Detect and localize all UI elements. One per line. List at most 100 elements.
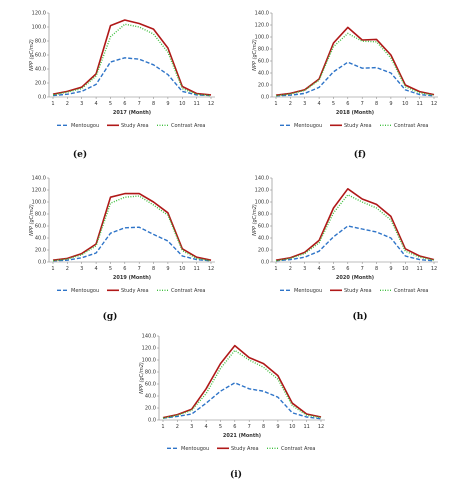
x-tick-label: 1 [161, 424, 164, 430]
x-tick-label: 2 [289, 266, 292, 272]
x-tick-label: 7 [361, 266, 364, 272]
y-tick-label: 140.0 [142, 334, 156, 340]
x-tick-label: 1 [51, 101, 54, 107]
x-tick-label: 10 [289, 424, 295, 430]
y-tick-label: 20.0 [145, 406, 156, 412]
legend-label: Mentougou [294, 123, 322, 129]
chart-panel-g: 0.0 20.0 40.0 60.0 80.0 100.0 120.0 140.0 1 2 3 4 5 6… [25, 170, 225, 320]
legend-label: Contrast Area [281, 446, 315, 452]
x-tick-label: 7 [248, 424, 251, 430]
y-tick-label: 100.0 [142, 358, 156, 364]
x-tick-label: 10 [179, 101, 185, 107]
x-axis-label: 2019 (Month) [113, 275, 151, 281]
panel-caption-e: (e) [72, 150, 88, 160]
y-tick-label: 40.0 [145, 394, 156, 400]
legend-label: Mentougou [181, 446, 209, 452]
x-tick-label: 4 [317, 266, 320, 272]
y-tick-label: 40.0 [258, 71, 269, 77]
x-tick-label: 4 [94, 266, 97, 272]
x-tick-label: 9 [166, 266, 169, 272]
y-tick-label: 0.0 [38, 260, 46, 266]
y-tick-label: 120.0 [255, 188, 269, 194]
x-tick-label: 5 [332, 266, 335, 272]
x-tick-label: 6 [123, 101, 126, 107]
legend-label: Contrast Area [394, 123, 428, 129]
chart-panel-h: 0.0 20.0 40.0 60.0 80.0 100.0 120.0 140.0 1 2 3 4 5 6… [248, 170, 448, 320]
legend-label: Study Area [121, 123, 149, 129]
x-tick-label: 11 [416, 266, 422, 272]
x-tick-label: 8 [375, 101, 378, 107]
x-tick-label: 8 [152, 266, 155, 272]
legend-label: Study Area [344, 288, 372, 294]
chart-panel-e: 0.0 20.0 40.0 60.0 80.0 100.0 120.0 1 2 3 4 5 6 7 8 9 10… [25, 5, 225, 155]
x-tick-label: 9 [389, 266, 392, 272]
y-tick-label: 60.0 [258, 224, 269, 230]
x-tick-label: 3 [190, 424, 193, 430]
panel-caption-g: (g) [102, 312, 118, 322]
x-tick-label: 5 [109, 266, 112, 272]
x-tick-label: 6 [346, 266, 349, 272]
x-tick-label: 12 [431, 101, 437, 107]
series-line-mentougou [162, 382, 322, 420]
y-tick-label: 140.0 [255, 176, 269, 182]
x-tick-label: 3 [303, 266, 306, 272]
x-tick-label: 4 [94, 101, 97, 107]
legend-label: Mentougou [71, 288, 99, 294]
legend-label: Study Area [344, 123, 372, 129]
legend-label: Study Area [121, 288, 149, 294]
series-line-mentougou [275, 225, 435, 262]
y-tick-label: 0.0 [261, 260, 269, 266]
series-line-mentougou [275, 61, 435, 97]
legend-label: Contrast Area [394, 288, 428, 294]
y-tick-label: 60.0 [35, 53, 46, 59]
x-tick-label: 8 [262, 424, 265, 430]
x-tick-label: 7 [361, 101, 364, 107]
x-tick-label: 9 [276, 424, 279, 430]
y-tick-label: 20.0 [258, 248, 269, 254]
y-axis-label: NPP (gC/m2) [252, 204, 258, 236]
x-tick-label: 3 [303, 101, 306, 107]
y-tick-label: 40.0 [35, 236, 46, 242]
x-axis-label: 2021 (Month) [223, 433, 261, 439]
series-line-contrast-area [162, 349, 322, 419]
x-tick-label: 5 [109, 101, 112, 107]
series-line-contrast-area [275, 32, 435, 97]
x-tick-label: 4 [204, 424, 207, 430]
series-line-study-area [275, 26, 435, 96]
y-tick-label: 140.0 [32, 176, 46, 182]
y-tick-label: 60.0 [258, 59, 269, 65]
chart-panel-f: 0.0 20.0 40.0 60.0 80.0 100.0 120.0 140.0 1 2 3 4 5 6… [248, 5, 448, 155]
x-tick-label: 5 [219, 424, 222, 430]
y-tick-label: 100.0 [32, 200, 46, 206]
x-tick-label: 2 [66, 101, 69, 107]
y-tick-label: 120.0 [255, 23, 269, 29]
x-tick-label: 7 [138, 266, 141, 272]
y-tick-label: 0.0 [261, 95, 269, 101]
y-tick-label: 60.0 [35, 224, 46, 230]
y-axis-label: NPP (gC/m2) [139, 362, 145, 394]
series-line-contrast-area [52, 23, 212, 97]
y-tick-label: 60.0 [145, 382, 156, 388]
series-line-study-area [275, 187, 435, 261]
y-tick-label: 120.0 [32, 188, 46, 194]
panel-caption-h: (h) [352, 312, 368, 322]
panel-caption-i: (i) [230, 470, 242, 480]
y-tick-label: 80.0 [35, 39, 46, 45]
y-tick-label: 120.0 [32, 11, 46, 17]
x-tick-label: 12 [208, 266, 214, 272]
y-tick-label: 100.0 [255, 200, 269, 206]
x-tick-label: 11 [303, 424, 309, 430]
y-axis-label: NPP (gC/m2) [29, 204, 35, 236]
x-axis-label: 2020 (Month) [336, 275, 374, 281]
y-tick-label: 20.0 [35, 81, 46, 87]
y-tick-label: 80.0 [258, 47, 269, 53]
x-tick-label: 2 [66, 266, 69, 272]
x-axis-label: 2018 (Month) [336, 110, 374, 116]
x-tick-label: 10 [402, 101, 408, 107]
series-line-study-area [162, 344, 322, 419]
